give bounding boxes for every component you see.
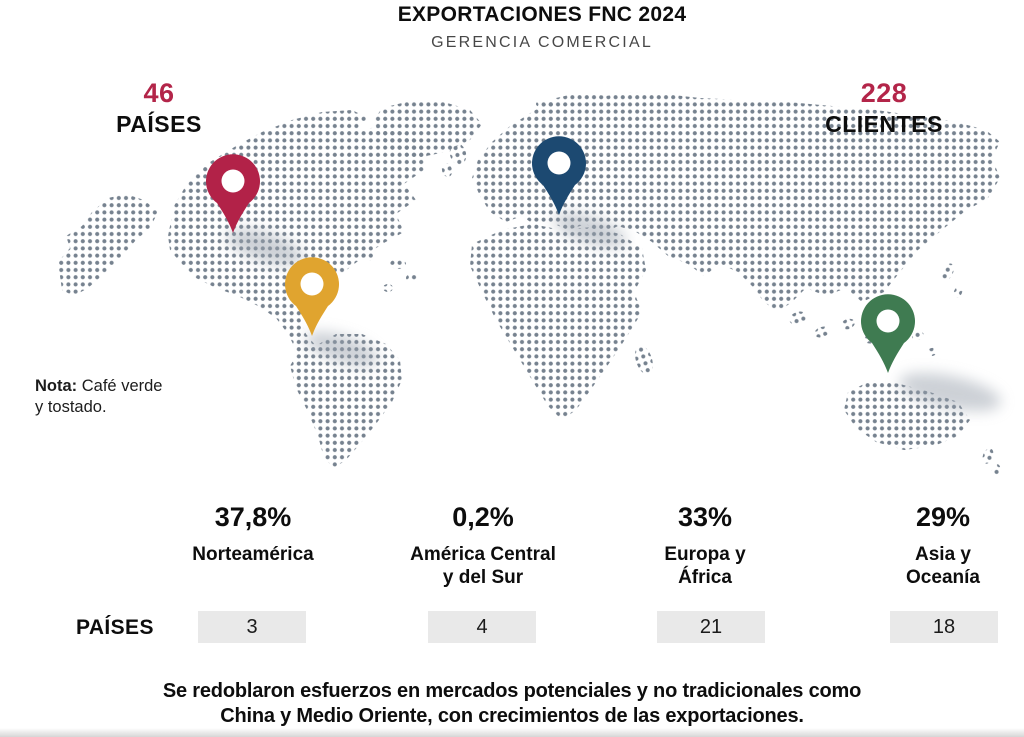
island-new-zealand — [991, 464, 1001, 476]
note-rest: Café verde — [77, 377, 163, 395]
region-pct: 29% — [915, 502, 971, 532]
map-pin-asia-oceania — [861, 294, 915, 373]
note: Nota: Café verde y tostado. — [35, 376, 162, 418]
stat-clientes-value: 228 — [860, 78, 908, 108]
region-name: Norteamérica — [192, 544, 314, 565]
island-madagascar — [635, 345, 653, 375]
note-bold: Nota: — [35, 377, 78, 395]
region-column-europa-africa: 33% Europa y África — [593, 502, 817, 589]
islands-caribbean — [390, 259, 406, 269]
islands-southeast-asia — [927, 347, 937, 357]
paises-count-norteamerica: 3 — [198, 611, 306, 643]
region-pct: 0,2% — [452, 502, 514, 532]
continent-eurasia — [472, 92, 1000, 312]
continent-alaska — [58, 194, 158, 296]
stat-clientes-total: 228 CLIENTES — [784, 78, 984, 138]
stat-paises-value: 46 — [143, 78, 175, 108]
header: EXPORTACIONES FNC 2024 GERENCIA COMERCIA… — [60, 3, 1024, 52]
continent-africa — [470, 224, 646, 420]
islands-caribbean — [361, 251, 375, 261]
island-japan — [953, 286, 963, 298]
footer-line2: China y Medio Oriente, con crecimientos … — [220, 705, 804, 727]
region-name-line2: Oceanía — [906, 567, 980, 588]
islands-southeast-asia — [912, 331, 924, 341]
paises-count-europa-africa: 21 — [657, 611, 765, 643]
islands-southeast-asia — [841, 318, 855, 330]
islands-caribbean — [406, 274, 418, 282]
stat-paises-total: 46 PAÍSES — [59, 78, 259, 138]
footer-annotation: Se redoblaron esfuerzos en mercados pote… — [0, 679, 1024, 729]
region-column-america-central-sur: 0,2% América Central y del Sur — [371, 502, 595, 589]
island-ireland — [441, 163, 453, 177]
region-column-asia-oceania: 29% Asia y Oceanía — [831, 502, 1024, 589]
paises-row-label: PAÍSES — [76, 616, 154, 639]
region-name: Asia y — [915, 544, 971, 565]
island-new-zealand — [982, 448, 994, 464]
continents — [58, 92, 1001, 476]
island-japan — [942, 263, 954, 281]
bottom-edge-shadow — [0, 728, 1024, 737]
region-pct: 37,8% — [214, 502, 292, 532]
note-line2: y tostado. — [35, 398, 107, 416]
page-subtitle: GERENCIA COMERCIAL — [431, 34, 653, 51]
footer-line1: Se redoblaron esfuerzos en mercados pote… — [162, 680, 862, 702]
stat-paises-label: PAÍSES — [116, 111, 202, 137]
continent-north-america — [168, 110, 428, 358]
paises-count-america-central-sur: 4 — [428, 611, 536, 643]
island-uk — [449, 143, 467, 165]
stat-clientes-label: CLIENTES — [825, 111, 943, 137]
region-column-norteamerica: 37,8% Norteamérica — [141, 502, 365, 566]
region-pct: 33% — [677, 502, 733, 532]
region-name: América Central — [410, 544, 556, 565]
islands-southeast-asia — [814, 326, 830, 338]
page-title: EXPORTACIONES FNC 2024 — [397, 3, 687, 26]
region-name: Europa y — [664, 544, 746, 565]
region-name-line2: y del Sur — [442, 567, 524, 588]
pin-shadows — [226, 212, 1001, 412]
islands-caribbean — [341, 243, 355, 253]
islands-caribbean — [383, 284, 393, 292]
region-name-line2: África — [678, 567, 732, 588]
islands-southeast-asia — [789, 311, 807, 325]
continent-south-america — [290, 334, 402, 468]
paises-count-asia-oceania: 18 — [890, 611, 998, 643]
